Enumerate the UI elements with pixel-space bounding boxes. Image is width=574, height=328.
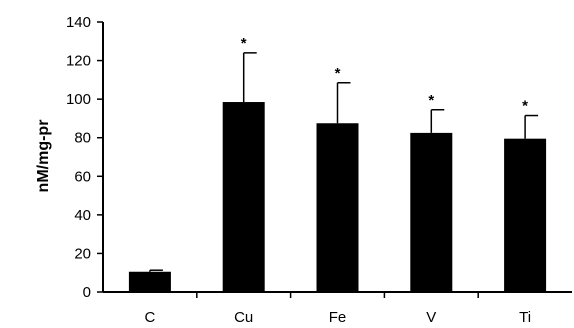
x-tick-label: Cu (234, 309, 253, 326)
y-tick-label: 140 (66, 14, 91, 31)
y-tick-label: 60 (74, 168, 91, 185)
significance-marker: * (428, 92, 434, 109)
significance-marker: * (335, 65, 341, 82)
significance-marker: * (522, 98, 528, 115)
bar-v (410, 132, 453, 292)
y-axis-ticks: 0 20 40 60 80 100 120 140 (66, 14, 103, 301)
x-tick-label: V (426, 309, 436, 326)
bars: * * * * (128, 35, 547, 293)
x-tick-label: C (144, 309, 155, 326)
bar-c (128, 271, 171, 292)
y-axis-label: nM/mg-pr (35, 120, 52, 193)
y-tick-label: 100 (66, 91, 91, 108)
bar-fe (316, 123, 359, 292)
x-tick-label: Fe (329, 309, 347, 326)
x-axis-ticks: C Cu Fe V Ti (144, 292, 531, 326)
y-tick-label: 20 (74, 245, 91, 262)
bar-cu (222, 102, 265, 293)
significance-marker: * (241, 35, 247, 52)
y-tick-label: 0 (83, 284, 91, 301)
bar-ti (504, 138, 547, 292)
x-tick-label: Ti (519, 309, 531, 326)
y-tick-label: 80 (74, 130, 91, 147)
y-tick-label: 120 (66, 53, 91, 70)
y-tick-label: 40 (74, 207, 91, 224)
